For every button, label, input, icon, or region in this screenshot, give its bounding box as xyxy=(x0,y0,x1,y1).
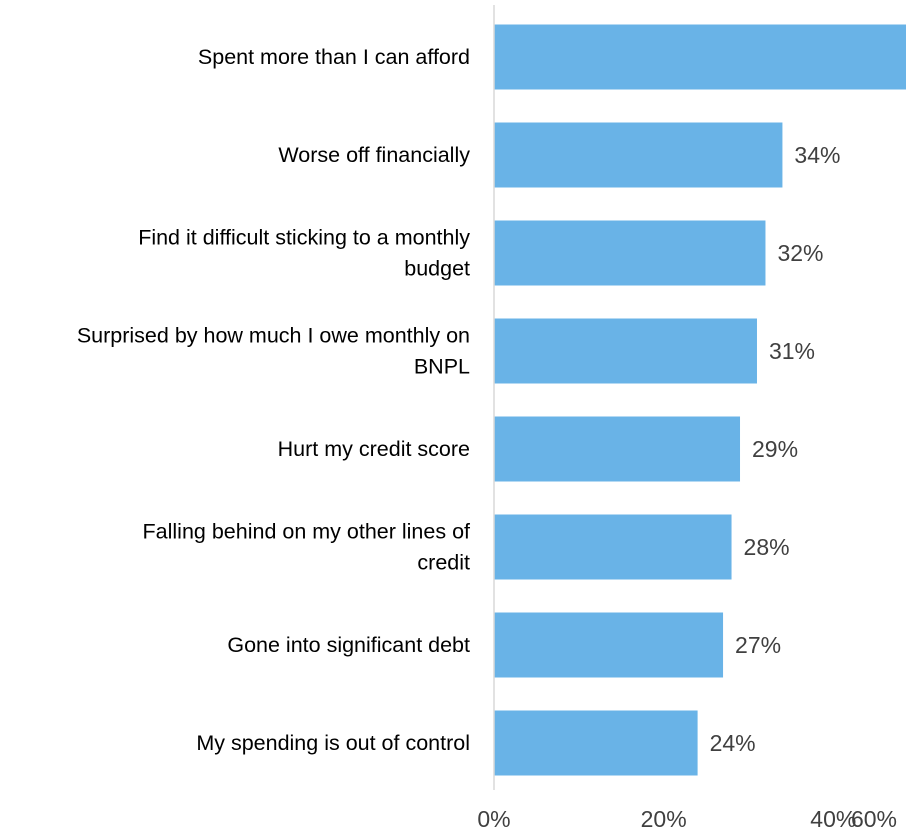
bar-5 xyxy=(494,416,741,482)
value-label-2: 34% xyxy=(794,142,840,168)
value-label-3: 32% xyxy=(777,240,823,266)
bar-6 xyxy=(494,514,732,580)
category-label-5: Hurt my credit score xyxy=(278,437,470,461)
value-label-4: 31% xyxy=(769,338,815,364)
bar-3 xyxy=(494,220,766,286)
category-label-6: Falling behind on my other lines of credi… xyxy=(143,520,470,575)
value-label-5: 29% xyxy=(752,436,798,462)
category-label-2: Worse off financially xyxy=(278,143,470,167)
category-label-3: Find it difficult sticking to a monthly b… xyxy=(138,226,470,281)
value-labels: 54%34%32%31%29%28%27%24% xyxy=(710,142,841,756)
value-label-7: 27% xyxy=(735,632,781,658)
x-axis-tick-labels: 0% 20% 40%60% xyxy=(477,806,897,832)
category-labels: Spent more than I can afford Worse off fi… xyxy=(77,45,470,755)
category-label-8: My spending is out of control xyxy=(196,731,470,755)
bars xyxy=(494,24,906,776)
x-tick-label-1: 0% xyxy=(477,806,510,832)
bar-1 xyxy=(494,24,906,90)
x-tick-label-3: 40% xyxy=(810,806,856,832)
bar-4 xyxy=(494,318,757,384)
bar-7 xyxy=(494,612,724,678)
category-label-4: Surprised by how much I owe monthly on BN… xyxy=(77,324,470,379)
bar-2 xyxy=(494,122,783,188)
value-label-6: 28% xyxy=(744,534,790,560)
x-tick-label-4: 60% xyxy=(851,806,897,832)
bar-8 xyxy=(494,710,698,776)
x-tick-label-2: 20% xyxy=(641,806,687,832)
category-label-7: Gone into significant debt xyxy=(227,633,470,657)
value-label-8: 24% xyxy=(710,730,756,756)
category-label-1: Spent more than I can afford xyxy=(198,45,470,69)
